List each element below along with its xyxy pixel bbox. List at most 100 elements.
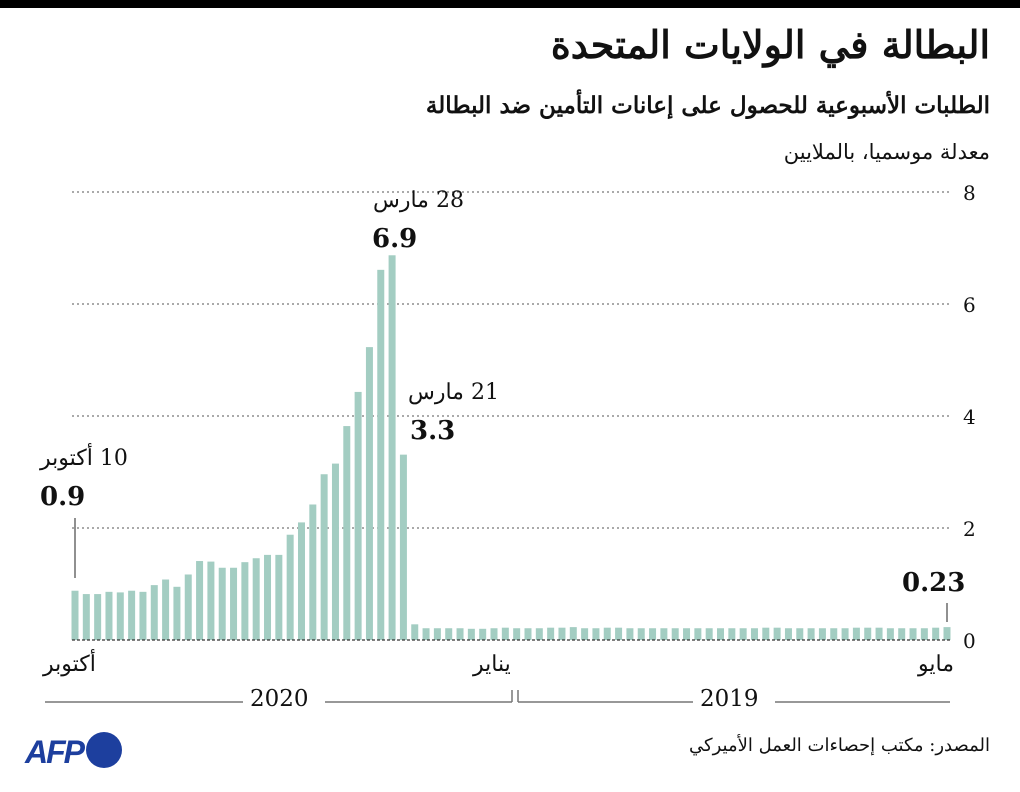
annotation-date-mar28: 28 مارس xyxy=(373,188,464,213)
bar xyxy=(784,628,792,640)
bar xyxy=(852,627,860,640)
bar xyxy=(592,628,600,640)
bar xyxy=(886,628,894,640)
bar xyxy=(909,628,917,640)
bar xyxy=(490,628,498,640)
bar xyxy=(116,592,124,640)
bar xyxy=(207,561,215,640)
bar xyxy=(275,554,283,640)
afp-logo: AFP xyxy=(25,732,122,771)
bar xyxy=(456,628,464,640)
bar xyxy=(173,586,181,640)
bar xyxy=(264,554,272,640)
bar xyxy=(411,624,419,640)
annotation-value-mar21: 3.3 xyxy=(410,416,456,446)
bar xyxy=(875,627,883,640)
bar xyxy=(932,627,940,640)
bar xyxy=(898,628,906,640)
afp-logo-text: AFP xyxy=(25,734,85,770)
bar xyxy=(399,454,407,640)
bar xyxy=(728,628,736,640)
x-label-october: أكتوبر xyxy=(43,652,96,677)
annotation-value-latest: 0.23 xyxy=(902,568,966,598)
x-label-january: يناير xyxy=(473,652,511,677)
bar xyxy=(513,628,521,640)
bar xyxy=(683,628,691,640)
bar xyxy=(558,627,566,640)
bar xyxy=(660,628,668,640)
bar xyxy=(807,628,815,640)
bar xyxy=(920,628,928,640)
annotation-date-mar21: 21 مارس xyxy=(408,380,499,405)
bar xyxy=(705,628,713,640)
bar xyxy=(82,594,90,640)
source-note: المصدر: مكتب إحصاءات العمل الأميركي xyxy=(689,735,990,756)
bar xyxy=(626,628,634,640)
bar xyxy=(773,627,781,640)
bar xyxy=(71,590,79,640)
bar xyxy=(841,628,849,640)
bar xyxy=(297,522,305,640)
chart-subtitle: الطلبات الأسبوعية للحصول على إعانات التأ… xyxy=(425,92,990,119)
y-tick-label: 8 xyxy=(963,181,976,205)
bar xyxy=(377,269,385,640)
bar xyxy=(196,561,204,640)
year-label-2019: 2019 xyxy=(700,686,759,712)
bar xyxy=(535,628,543,640)
annotation-value-mar28: 6.9 xyxy=(372,224,418,254)
bar xyxy=(354,391,362,640)
bar xyxy=(365,347,373,640)
bar xyxy=(320,474,328,640)
unit-label: معدلة موسميا، بالملايين xyxy=(783,140,990,164)
year-label-2020: 2020 xyxy=(250,686,309,712)
bar xyxy=(139,591,147,640)
bar xyxy=(128,590,136,640)
y-tick-label: 2 xyxy=(963,517,976,541)
bar xyxy=(547,627,555,640)
bar xyxy=(649,628,657,640)
bar xyxy=(433,628,441,640)
bar xyxy=(762,627,770,640)
bar xyxy=(750,628,758,640)
bar xyxy=(694,628,702,640)
y-tick-label: 4 xyxy=(963,405,976,429)
bar xyxy=(739,628,747,640)
bar xyxy=(603,627,611,640)
bar xyxy=(241,562,249,640)
bar xyxy=(184,574,192,640)
bar xyxy=(501,627,509,640)
bar xyxy=(218,567,226,640)
bar xyxy=(717,628,725,640)
bar xyxy=(162,579,170,640)
y-tick-label: 6 xyxy=(963,293,976,317)
bar xyxy=(818,628,826,640)
bar xyxy=(637,628,645,640)
bar xyxy=(524,628,532,640)
bar xyxy=(150,585,158,640)
x-label-may: مايو xyxy=(918,652,954,677)
bar xyxy=(286,534,294,640)
bar xyxy=(105,591,113,640)
bar xyxy=(388,255,396,640)
bar xyxy=(943,627,951,640)
bar xyxy=(864,627,872,640)
annotation-value-oct10: 0.9 xyxy=(40,482,86,512)
bar xyxy=(230,567,238,640)
bar xyxy=(479,628,487,640)
afp-logo-dot xyxy=(86,732,122,768)
annotation-date-oct10: 10 أكتوبر xyxy=(40,446,128,471)
bar xyxy=(309,504,317,640)
bar xyxy=(569,627,577,640)
bar xyxy=(830,628,838,640)
bar xyxy=(343,426,351,640)
y-tick-label: 0 xyxy=(963,629,976,653)
bar xyxy=(671,628,679,640)
bar xyxy=(422,628,430,640)
bar xyxy=(445,628,453,640)
bar xyxy=(94,594,102,640)
chart-title: البطالة في الولايات المتحدة xyxy=(550,22,990,67)
bar xyxy=(467,628,475,640)
bar xyxy=(615,627,623,640)
